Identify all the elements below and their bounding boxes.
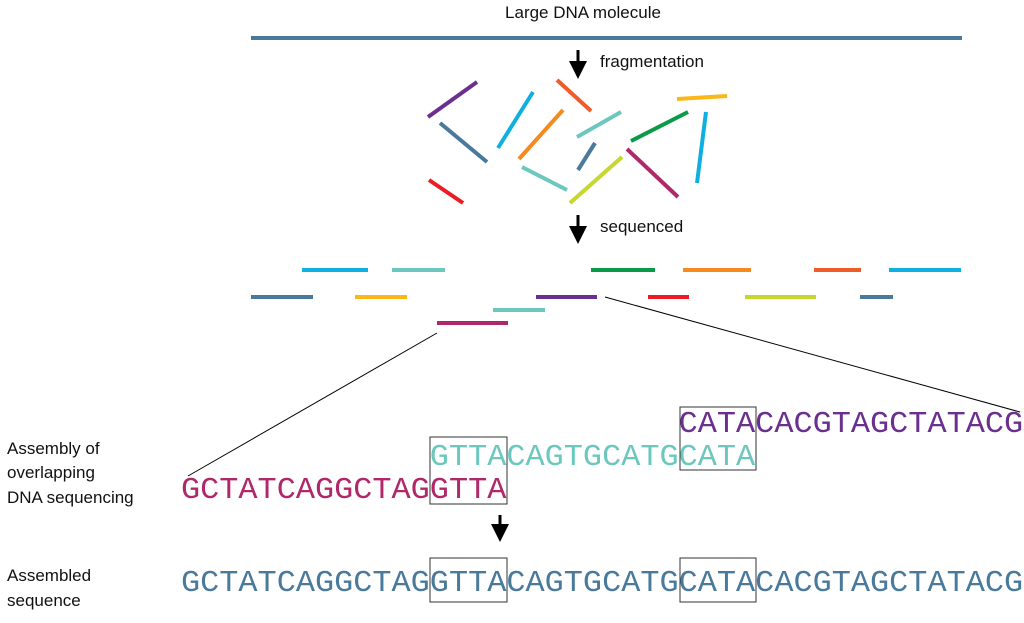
- assembled-sequence-segment: CATA: [679, 566, 756, 601]
- zoom-line-left: [187, 332, 438, 477]
- read-magenta-segment: GTTA: [430, 473, 507, 508]
- dna-fragment: [521, 165, 568, 192]
- dna-fragment: [576, 141, 597, 172]
- dna-fragment: [555, 78, 593, 113]
- step-sequenced: sequenced: [600, 217, 683, 236]
- assembled-box-cata: [679, 557, 757, 603]
- dna-fragment: [438, 121, 489, 164]
- read-teal-segment: CATA: [679, 440, 756, 475]
- dna-fragment: [676, 94, 728, 101]
- read-teal-segment: GTTA: [430, 440, 507, 475]
- label-assembled-2: sequence: [7, 591, 81, 610]
- read-purple-segment: CATA: [679, 407, 756, 442]
- dna-fragment: [496, 90, 535, 150]
- dna-fragment: [630, 110, 689, 143]
- fragments: [426, 78, 728, 205]
- label-assembled-1: Assembled: [7, 566, 91, 585]
- step-fragmentation: fragmentation: [600, 52, 704, 71]
- read-magenta-segment: GCTATCAGGCTAG: [181, 473, 430, 508]
- overlap-box-cata: [679, 406, 757, 471]
- dna-fragment: [695, 111, 708, 184]
- overlap-box-gtta: [429, 436, 508, 505]
- read-purple-segment: CACGTAGCTATACG: [755, 407, 1023, 442]
- assembled-sequence-segment: GTTA: [430, 566, 507, 601]
- dna-fragment: [625, 147, 680, 199]
- title: Large DNA molecule: [505, 3, 661, 22]
- dna-fragment: [568, 155, 624, 205]
- label-assembly-2: overlapping: [7, 463, 95, 482]
- dna-fragment: [427, 178, 465, 205]
- assembled-sequence-segment: CAGTGCATG: [506, 566, 678, 601]
- assembled-sequence-segment: GCTATCAGGCTAG: [181, 566, 430, 601]
- dna-fragment: [426, 80, 479, 119]
- label-assembly-3: DNA sequencing: [7, 488, 134, 507]
- dna-fragment: [576, 110, 622, 139]
- assembled-box-gtta: [429, 557, 508, 603]
- read-teal-segment: CAGTGCATG: [506, 440, 678, 475]
- assembled-sequence-segment: CACGTAGCTATACG: [755, 566, 1023, 601]
- dna-fragment: [517, 108, 565, 161]
- label-assembly-1: Assembly of: [7, 439, 100, 458]
- zoom-line-right: [604, 296, 1021, 413]
- sequenced-reads: [251, 268, 961, 325]
